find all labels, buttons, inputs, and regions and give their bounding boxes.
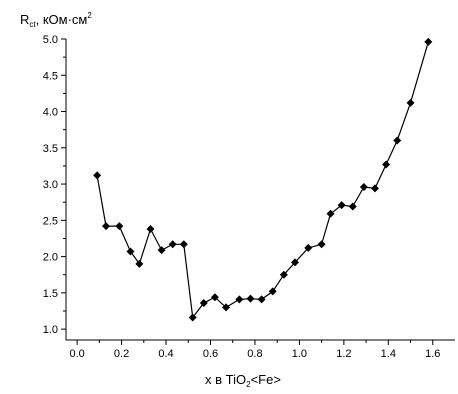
x-tick-label: 0.8 [247,348,262,360]
y-tick-label: 4.5 [43,70,58,82]
y-tick-label: 5.0 [43,34,58,46]
data-point [326,209,335,218]
data-point [126,247,135,256]
data-point [382,160,391,169]
y-tick-label: 3.0 [43,179,58,191]
series-line [96,41,429,320]
axes [65,39,455,341]
data-point [393,136,402,145]
data-point [235,295,244,304]
data-point [222,303,231,312]
data-point [102,222,111,231]
x-tick-label: 1.6 [425,348,440,360]
y-axis-ticks: 1.0 1.5 2.0 2.5 3.0 3.5 4.0 4.5 5.0 [43,34,66,336]
data-point [179,240,188,249]
data-point [246,294,255,303]
x-tick-label: 0.6 [203,348,218,360]
data-point [348,202,357,211]
data-point [157,246,166,255]
data-point [290,258,299,267]
x-axis-title: x в TiO2<Fe> [205,372,281,389]
data-point [370,184,379,193]
y-tick-label: 3.5 [43,143,58,155]
y-tick-label: 2.5 [43,215,58,227]
data-point [337,201,346,210]
x-tick-label: 0.0 [69,348,84,360]
data-point [146,225,155,234]
data-point [359,182,368,191]
x-axis-ticks: 0.0 0.2 0.4 0.6 0.8 1.0 1.2 1.4 1.6 [69,340,440,360]
y-axis-title: Rct, кОм·см2 [20,11,92,29]
x-tick-label: 0.4 [158,348,173,360]
data-point [279,270,288,279]
y-tick-label: 1.5 [43,288,58,300]
y-tick-label: 1.0 [43,324,58,336]
data-point [210,293,219,302]
data-point [406,98,415,107]
data-point [93,171,102,180]
data-point [115,222,124,231]
data-point [168,240,177,249]
x-tick-label: 1.4 [381,348,396,360]
data-point [317,240,326,249]
data-point [424,37,433,46]
data-point [135,259,144,268]
data-point [188,313,197,322]
data-point [199,299,208,308]
x-tick-label: 1.2 [336,348,351,360]
data-point [304,243,313,252]
data-series [93,37,433,322]
x-tick-label: 1.0 [292,348,307,360]
y-tick-label: 2.0 [43,252,58,264]
y-tick-label: 4.0 [43,107,58,119]
data-point [257,295,266,304]
x-tick-label: 0.2 [114,348,129,360]
data-point [268,287,277,296]
